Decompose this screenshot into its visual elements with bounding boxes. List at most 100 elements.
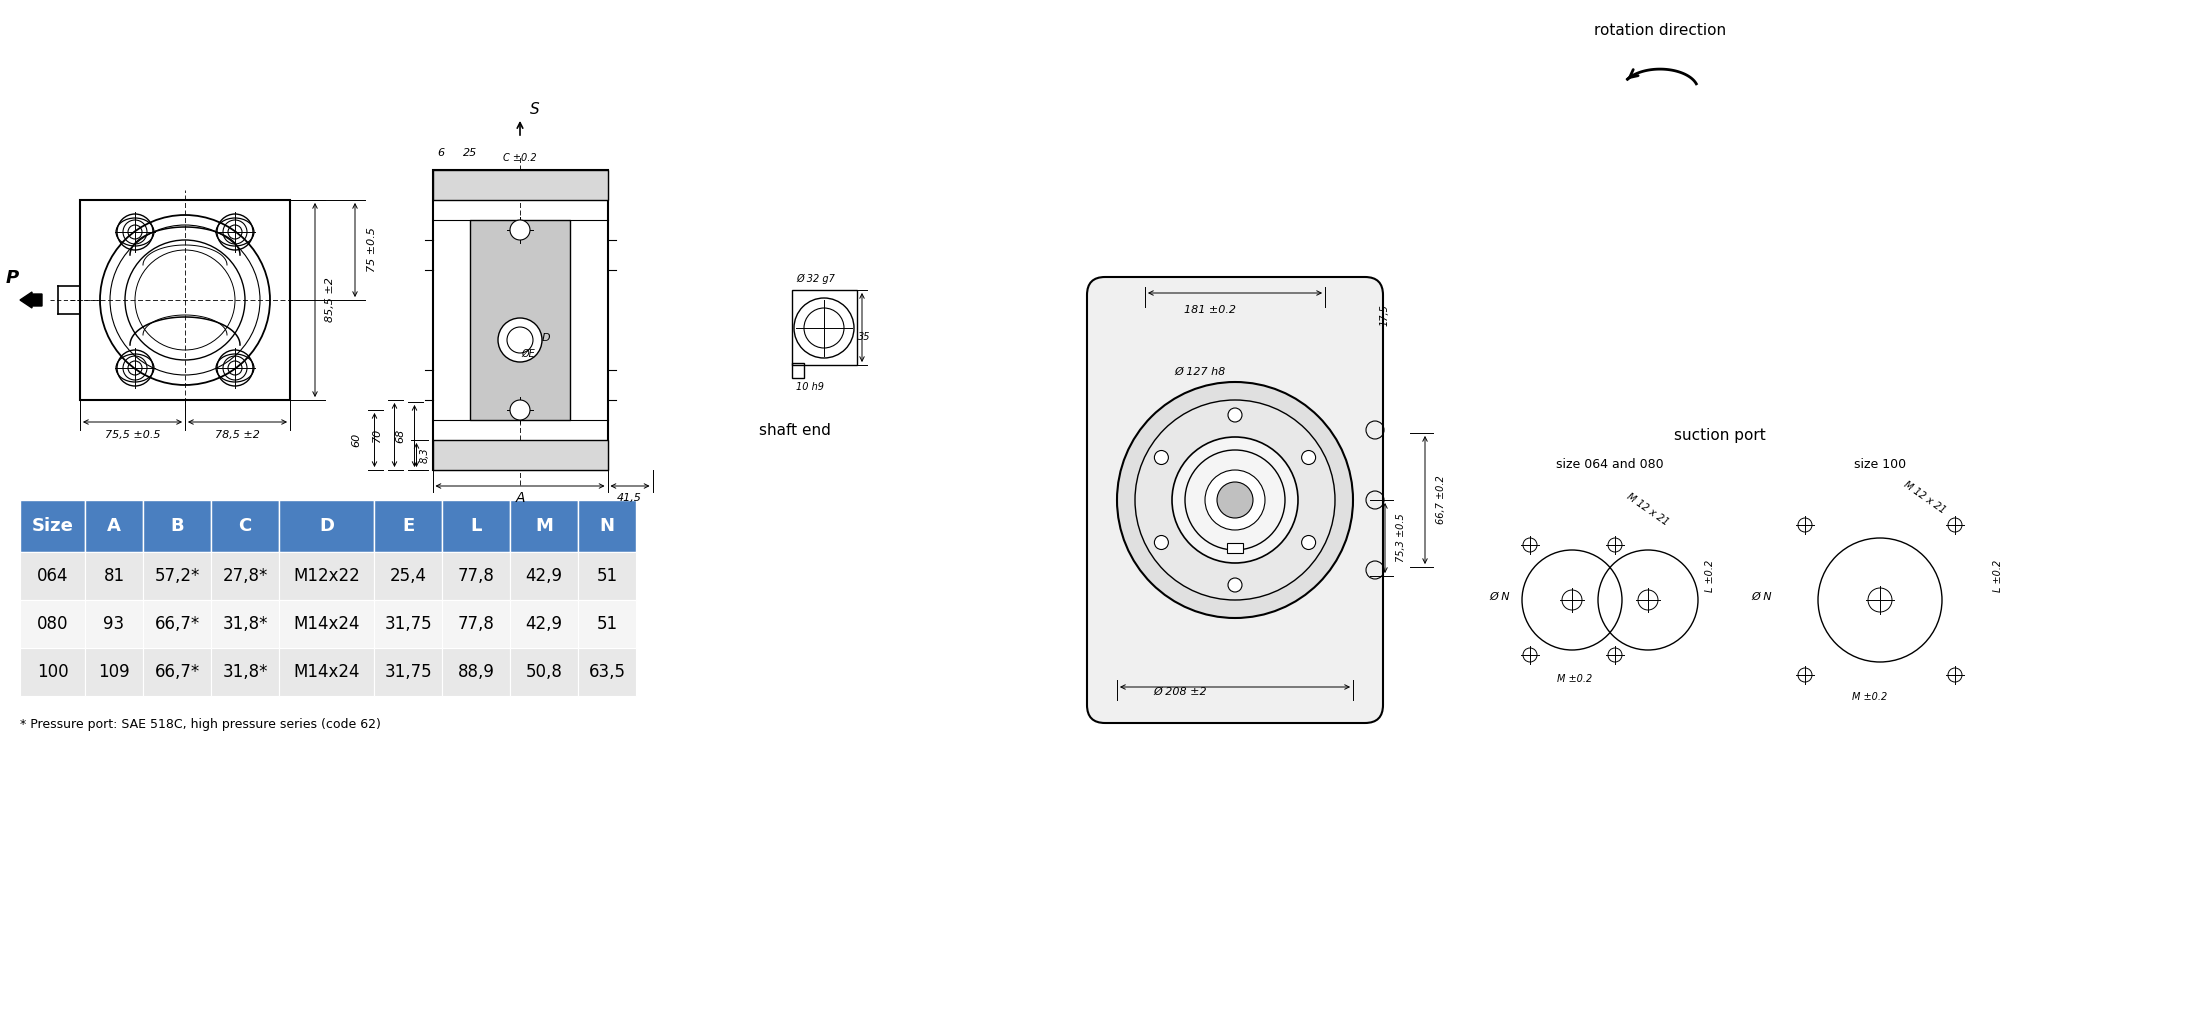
Bar	[279, 552, 374, 600]
Bar	[86, 648, 143, 696]
Text: 17,5: 17,5	[1379, 304, 1390, 325]
Bar	[86, 600, 143, 648]
Text: N: N	[598, 517, 614, 535]
Text: 77,8: 77,8	[458, 615, 495, 633]
Text: C: C	[238, 517, 251, 535]
Circle shape	[1186, 450, 1285, 550]
Circle shape	[1228, 408, 1243, 422]
Text: L: L	[471, 517, 482, 535]
Bar	[579, 600, 636, 648]
FancyBboxPatch shape	[1087, 277, 1384, 723]
Text: 75,5 ±0.5: 75,5 ±0.5	[106, 430, 161, 440]
Text: 66,7 ±0.2: 66,7 ±0.2	[1437, 476, 1445, 524]
Bar	[79, 200, 290, 400]
Circle shape	[1217, 482, 1254, 518]
Text: A: A	[515, 491, 526, 505]
Circle shape	[510, 400, 530, 420]
Text: 75 ±0.5: 75 ±0.5	[367, 228, 376, 273]
Text: Size: Size	[31, 517, 73, 535]
Text: 25: 25	[464, 148, 477, 158]
Text: 75,3 ±0.5: 75,3 ±0.5	[1397, 514, 1406, 562]
Bar	[374, 600, 442, 648]
Bar	[143, 648, 211, 696]
Text: 85,5 ±2: 85,5 ±2	[326, 277, 334, 322]
Circle shape	[506, 327, 532, 353]
Bar	[510, 600, 579, 648]
Text: 60: 60	[352, 433, 361, 447]
Text: 88,9: 88,9	[458, 663, 495, 681]
Bar	[20, 552, 86, 600]
Text: 50,8: 50,8	[526, 663, 563, 681]
Text: 25,4: 25,4	[389, 566, 427, 585]
Bar	[20, 600, 86, 648]
Text: A: A	[108, 517, 121, 535]
Bar	[211, 600, 279, 648]
Text: 93: 93	[103, 615, 125, 633]
Text: 31,75: 31,75	[385, 615, 431, 633]
Text: 080: 080	[37, 615, 68, 633]
Text: 109: 109	[99, 663, 130, 681]
Text: 8,3: 8,3	[420, 447, 429, 462]
Text: 35: 35	[858, 332, 871, 342]
Bar	[792, 363, 803, 378]
Text: 63,5: 63,5	[590, 663, 625, 681]
Text: 10 h9: 10 h9	[796, 382, 825, 392]
Bar	[442, 600, 510, 648]
Bar	[20, 500, 86, 552]
Bar	[1228, 543, 1243, 553]
Circle shape	[1155, 536, 1168, 549]
Text: B: B	[169, 517, 185, 535]
Bar	[211, 500, 279, 552]
Text: Ø 127 h8: Ø 127 h8	[1175, 367, 1225, 377]
Text: 51: 51	[596, 615, 618, 633]
Bar	[86, 552, 143, 600]
Text: size 100: size 100	[1855, 458, 1905, 471]
Text: E: E	[403, 517, 414, 535]
Bar	[510, 500, 579, 552]
Circle shape	[1135, 400, 1335, 600]
Circle shape	[510, 220, 530, 240]
Text: L ±0.2: L ±0.2	[1705, 559, 1716, 592]
Text: 51: 51	[596, 566, 618, 585]
Text: 064: 064	[37, 566, 68, 585]
Bar	[579, 500, 636, 552]
Circle shape	[1155, 450, 1168, 465]
Text: Ø 208 ±2: Ø 208 ±2	[1153, 687, 1208, 697]
Circle shape	[1302, 450, 1316, 465]
Bar	[433, 440, 607, 470]
Text: M ±0.2: M ±0.2	[1852, 692, 1888, 702]
Bar	[442, 552, 510, 600]
Text: M ±0.2: M ±0.2	[1558, 674, 1593, 684]
Bar	[579, 648, 636, 696]
Bar	[442, 648, 510, 696]
Text: 42,9: 42,9	[526, 566, 563, 585]
Circle shape	[1302, 536, 1316, 549]
Text: L ±0.2: L ±0.2	[1993, 559, 2002, 592]
Text: M 12 x 21: M 12 x 21	[1626, 491, 1670, 527]
Circle shape	[1173, 437, 1298, 563]
Bar	[510, 648, 579, 696]
Bar	[20, 648, 86, 696]
Bar	[279, 648, 374, 696]
Text: 57,2*: 57,2*	[154, 566, 200, 585]
Text: 181 ±0.2: 181 ±0.2	[1184, 305, 1236, 315]
Bar	[579, 552, 636, 600]
Bar	[792, 290, 858, 365]
Circle shape	[1228, 578, 1243, 592]
Text: 31,75: 31,75	[385, 663, 431, 681]
Text: rotation direction: rotation direction	[1595, 23, 1727, 38]
Bar	[374, 500, 442, 552]
Text: 100: 100	[37, 663, 68, 681]
Text: 78,5 ±2: 78,5 ±2	[216, 430, 260, 440]
Bar	[211, 552, 279, 600]
Bar	[510, 552, 579, 600]
Text: Ø 32 g7: Ø 32 g7	[796, 274, 834, 284]
Text: M14x24: M14x24	[293, 615, 361, 633]
Text: 6: 6	[438, 148, 444, 158]
Text: M: M	[535, 517, 552, 535]
Text: ØE: ØE	[521, 349, 535, 359]
Bar	[86, 500, 143, 552]
Bar	[471, 220, 570, 420]
Bar	[143, 500, 211, 552]
Text: 41,5: 41,5	[616, 493, 642, 503]
